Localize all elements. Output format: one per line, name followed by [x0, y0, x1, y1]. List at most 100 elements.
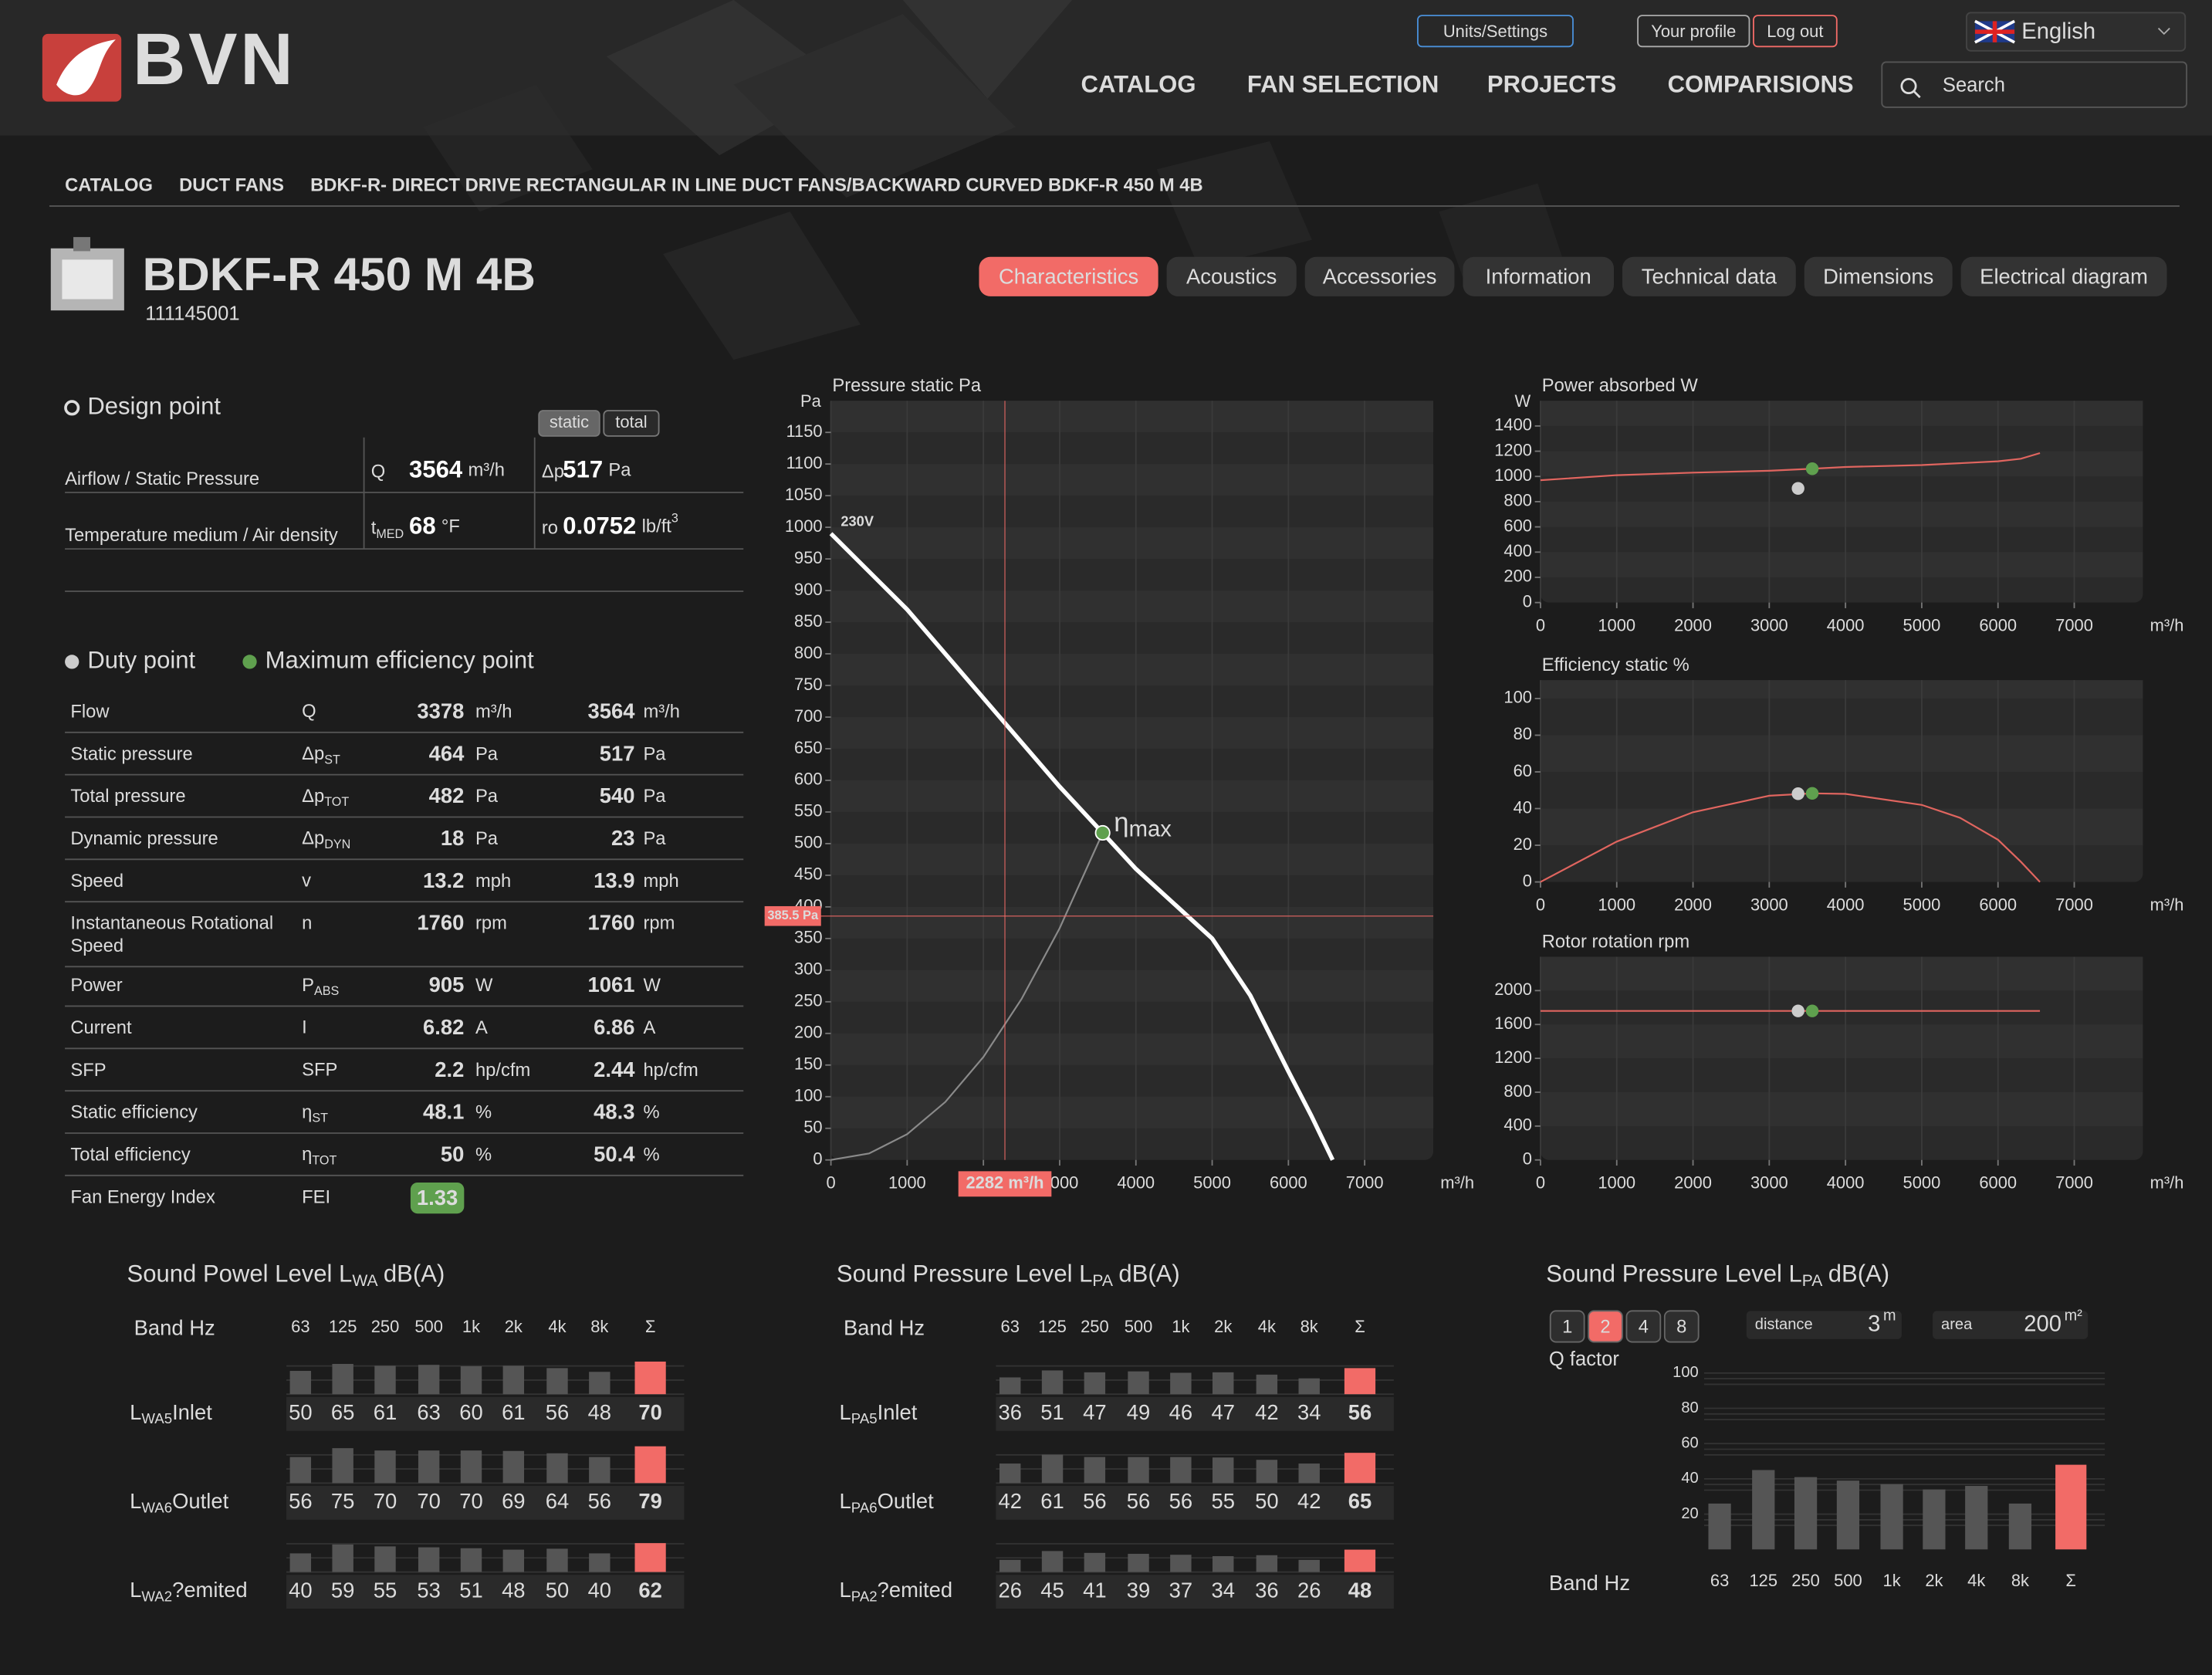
header-button[interactable]	[1753, 15, 1838, 48]
max-value: 2.44	[594, 1057, 635, 1081]
row-label: LWA5Inlet	[130, 1400, 212, 1426]
language-select[interactable]	[1966, 12, 2187, 52]
sound-title: Sound Powel Level LWA dB(A)	[127, 1260, 445, 1290]
tab-label[interactable]: Dimensions	[1823, 264, 1933, 288]
band-bar	[1128, 1554, 1149, 1572]
tab-label[interactable]: Characteristics	[999, 264, 1138, 288]
nav-link[interactable]: PROJECTS	[1487, 71, 1616, 98]
search-icon	[1913, 90, 1921, 99]
duty-value: 905	[429, 973, 465, 997]
band-bar	[589, 1372, 610, 1395]
mode-toggle-label[interactable]: total	[615, 412, 647, 431]
tab-label[interactable]: Information	[1486, 264, 1591, 288]
grid-band	[1540, 552, 2143, 577]
band-label: 63	[1001, 1317, 1020, 1336]
nav-link[interactable]: CATALOG	[1081, 71, 1196, 98]
fei-badge	[410, 1182, 465, 1214]
band-value: 65	[1348, 1489, 1372, 1513]
header-button-label[interactable]: Log out	[1767, 22, 1823, 41]
q-button[interactable]	[1549, 1310, 1585, 1343]
tab-label[interactable]: Electrical diagram	[1980, 264, 2148, 288]
duty-legend-icon	[65, 655, 79, 669]
mode-toggle[interactable]	[603, 410, 660, 437]
band-header: Band Hz	[844, 1315, 925, 1339]
grid-band	[830, 464, 1434, 496]
band-value: 34	[1211, 1578, 1234, 1602]
x-tick-label: 4k	[1967, 1571, 1985, 1590]
duty-unit: %	[475, 1102, 492, 1123]
text-part: Δp	[302, 828, 324, 849]
text-part: Sound Powel Level L	[127, 1260, 353, 1288]
design-symbol: Q	[371, 462, 385, 482]
q-button-label[interactable]: 8	[1676, 1317, 1686, 1338]
text-part: Outlet	[878, 1489, 934, 1513]
crosshair-x-label: 2282 m³/h	[966, 1173, 1043, 1193]
breadcrumb[interactable]: BDKF-R 450 M 4B	[1048, 175, 1203, 196]
duty-value: 48.1	[423, 1100, 464, 1124]
y-tick-label: 20	[1514, 834, 1532, 854]
x-tick-label: 1000	[1598, 615, 1635, 634]
grid-band	[1540, 401, 2143, 426]
tab-label[interactable]: Accessories	[1323, 264, 1437, 288]
band-label: Σ	[645, 1317, 656, 1336]
band-bar	[999, 1559, 1021, 1572]
band-value: 69	[502, 1489, 525, 1513]
band-bar	[1128, 1457, 1149, 1484]
breadcrumb[interactable]: BDKF-R- DIRECT DRIVE RECTANGULAR IN LINE…	[310, 175, 1043, 196]
breadcrumb[interactable]: DUCT FANS	[179, 175, 284, 196]
search-box[interactable]	[1881, 61, 2188, 108]
tab[interactable]	[979, 256, 1158, 296]
grid-band	[830, 590, 1434, 623]
x-axis-label: m³/h	[2150, 615, 2184, 634]
design-symbol: Δp	[542, 462, 564, 482]
q-button-label[interactable]: 4	[1639, 1317, 1649, 1338]
bar	[1836, 1480, 1860, 1550]
tab-label[interactable]: Acoustics	[1186, 264, 1277, 288]
band-value: 53	[417, 1578, 440, 1602]
header-button[interactable]	[1417, 15, 1574, 48]
q-button[interactable]	[1588, 1310, 1623, 1343]
input-box[interactable]	[1746, 1311, 1902, 1339]
text-part: L	[840, 1578, 851, 1602]
y-tick-label: 0	[1523, 1149, 1532, 1169]
tab[interactable]	[1622, 256, 1796, 296]
nav-link[interactable]: FAN SELECTION	[1247, 71, 1439, 98]
mode-toggle-label[interactable]: static	[550, 412, 589, 431]
tab[interactable]	[1960, 256, 2167, 296]
y-tick-label: 800	[794, 643, 823, 662]
band-value: 49	[1127, 1400, 1150, 1424]
duty-symbol: PABS	[302, 975, 339, 998]
tab[interactable]	[1304, 256, 1455, 296]
section-title: Design point	[87, 393, 221, 420]
header-bar	[0, 0, 2212, 136]
band-bar	[634, 1543, 666, 1572]
max-unit: Pa	[643, 743, 666, 764]
header-button[interactable]	[1637, 15, 1750, 48]
q-button[interactable]	[1663, 1310, 1700, 1343]
y-tick-label: 200	[794, 1023, 823, 1042]
band-bar	[1084, 1457, 1106, 1484]
input-box[interactable]	[1933, 1311, 2089, 1339]
tab[interactable]	[1463, 256, 1615, 296]
breadcrumb[interactable]: CATALOG	[65, 175, 153, 196]
mode-toggle[interactable]	[538, 410, 600, 437]
header-button-label[interactable]: Units/Settings	[1443, 22, 1547, 41]
band-bar	[374, 1365, 396, 1395]
band-value: 62	[638, 1578, 661, 1602]
tab[interactable]	[1166, 256, 1297, 296]
tab-label[interactable]: Technical data	[1642, 264, 1777, 288]
band-value: 48	[502, 1578, 525, 1602]
nav-link[interactable]: COMPARISIONS	[1668, 71, 1854, 98]
max-value: 540	[600, 783, 635, 807]
band-value: 41	[1083, 1578, 1106, 1602]
band-value: 50	[546, 1578, 569, 1602]
header-button-label[interactable]: Your profile	[1651, 22, 1736, 41]
q-button[interactable]	[1625, 1310, 1662, 1343]
tab[interactable]	[1804, 256, 1953, 296]
text-part: max	[1129, 817, 1172, 841]
band-value: 70	[374, 1489, 397, 1513]
logo[interactable]	[42, 33, 122, 102]
q-button-label[interactable]: 2	[1600, 1317, 1610, 1338]
q-button-label[interactable]: 1	[1562, 1317, 1572, 1338]
operating-point	[1805, 462, 1819, 475]
